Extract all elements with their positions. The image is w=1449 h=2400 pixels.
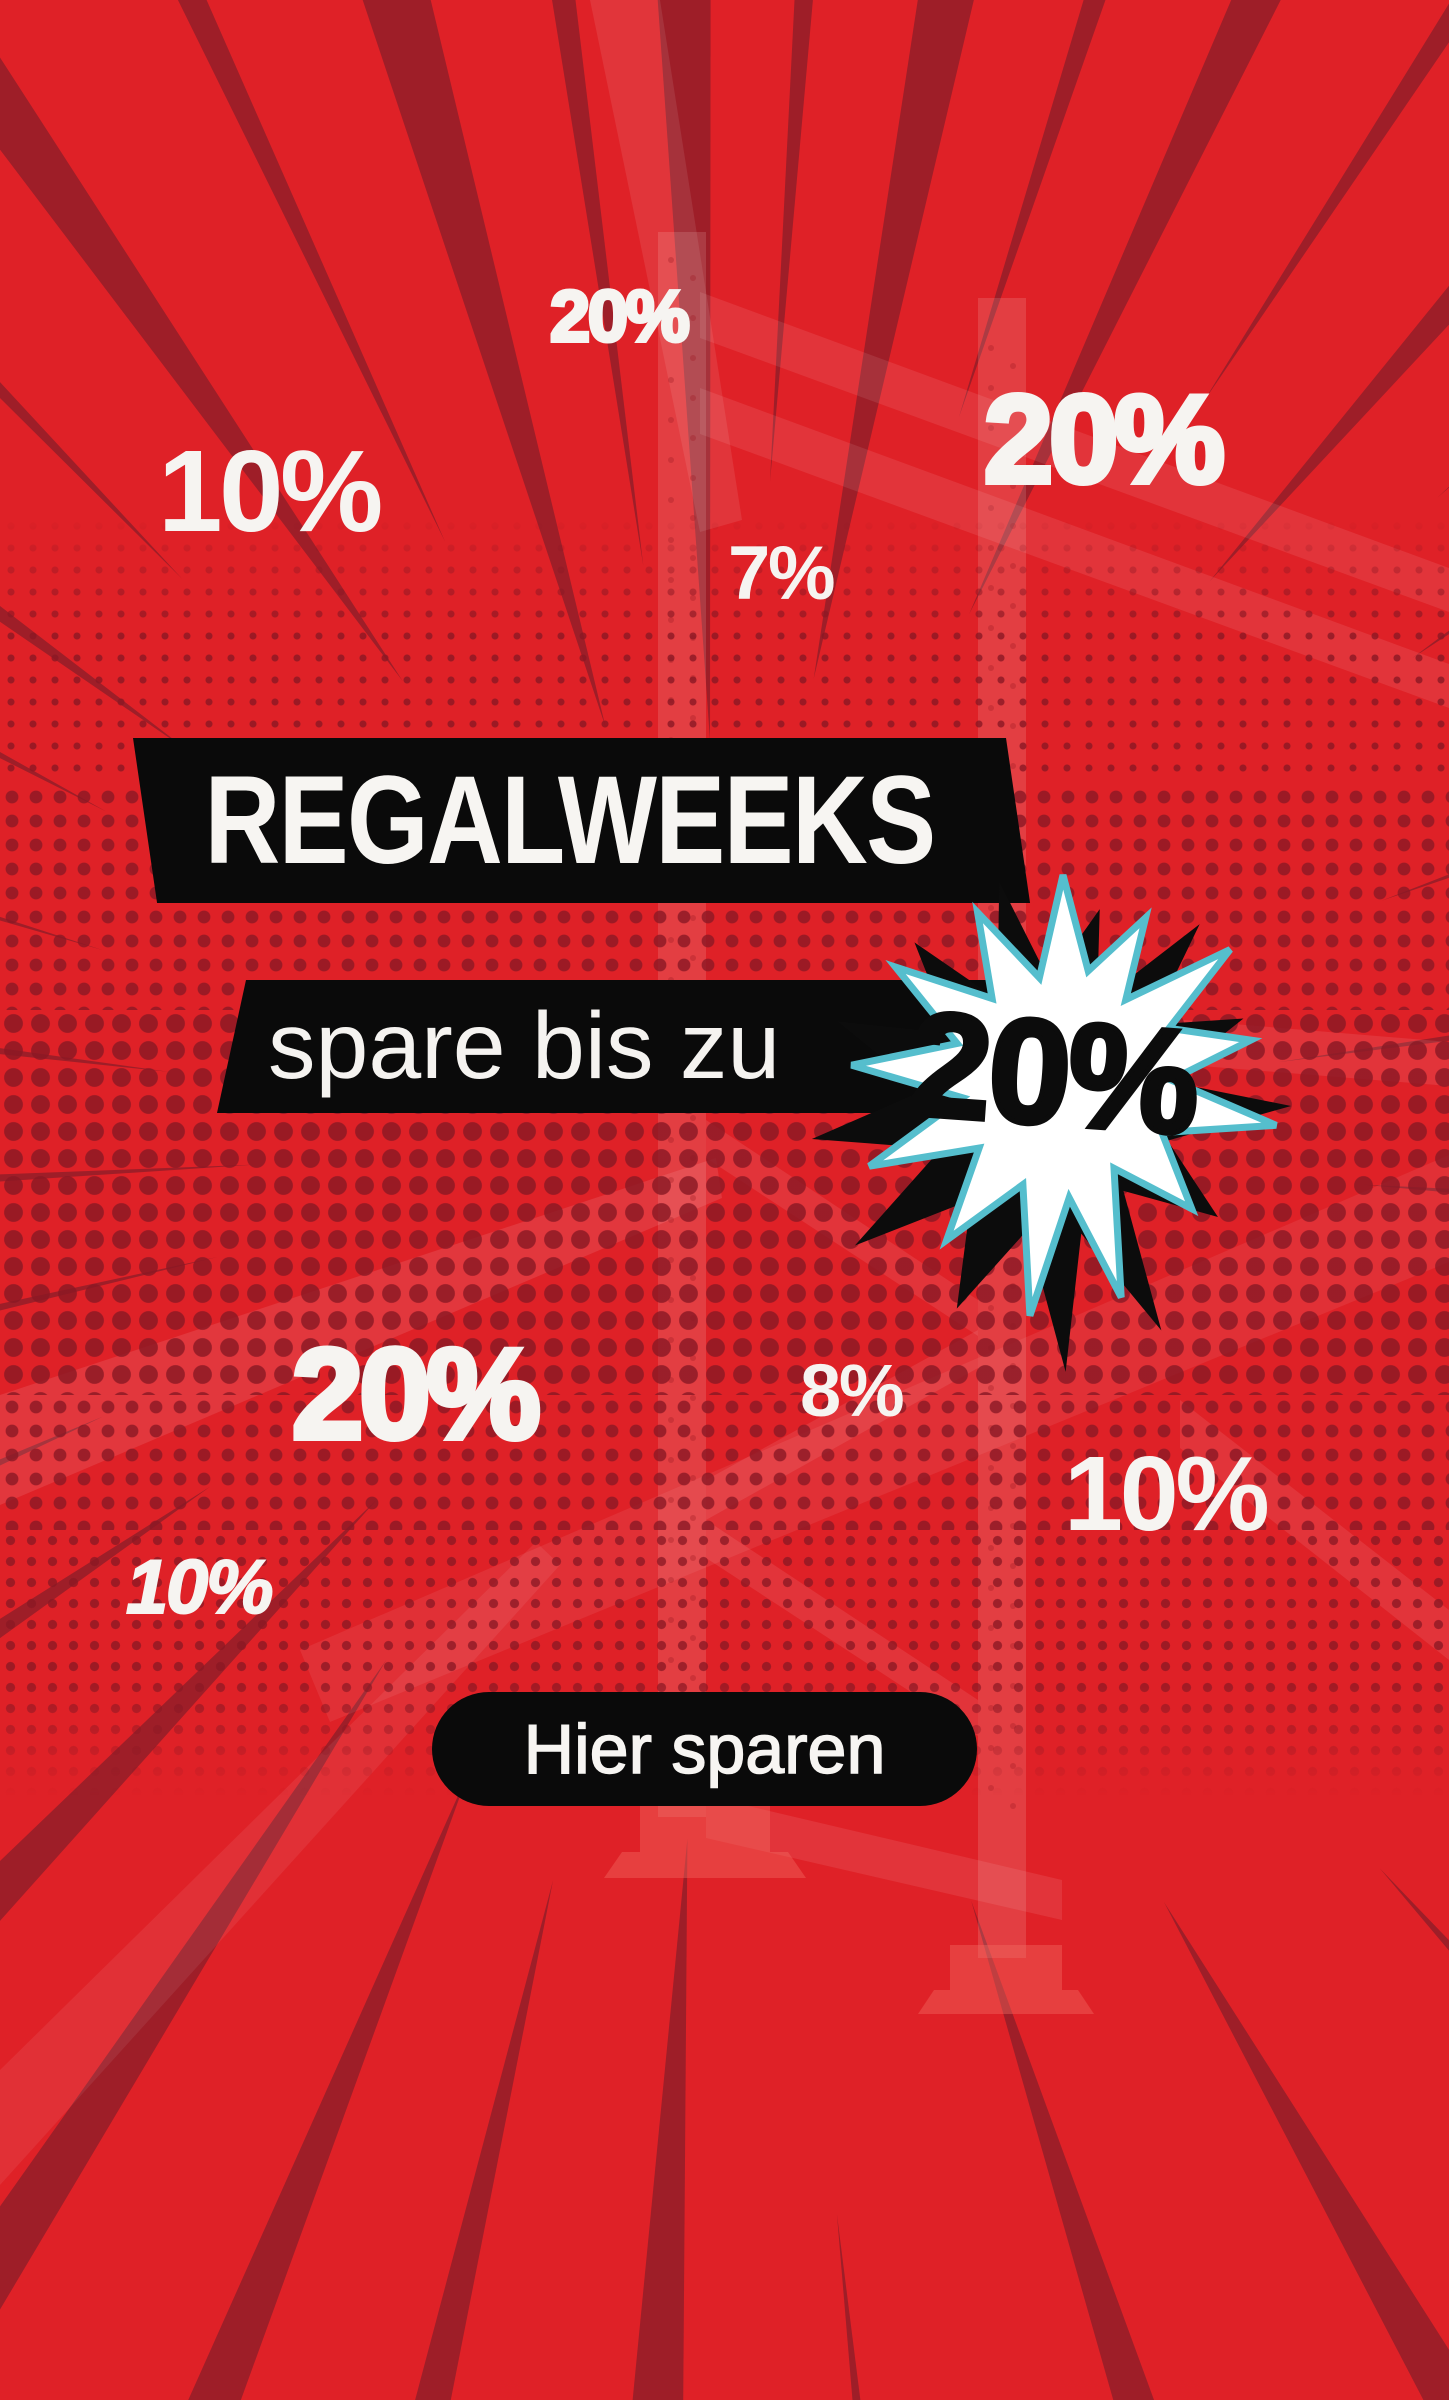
discount-label-seven: 7% [728,531,836,616]
discount-label-top-left: 10% [158,426,383,556]
cta-label: Hier sparen [523,1710,886,1788]
headline-subtitle: spare bis zu [268,993,781,1099]
discount-label-mid-left: 20% [289,1323,543,1466]
subheadline-bar: spare bis zu [246,980,1060,1113]
discount-label-eight: 8% [800,1349,905,1432]
headline-bar: REGALWEEKS [133,738,1006,903]
headline-title: REGALWEEKS [204,751,937,890]
discount-label-top-right: 20% [981,371,1228,509]
discount-label-top-center: 20% [548,277,692,357]
cta-button[interactable]: Hier sparen [432,1692,977,1806]
discount-label-bottom-left: 10% [125,1545,275,1630]
discount-label-mid-right: 10% [1064,1435,1270,1553]
